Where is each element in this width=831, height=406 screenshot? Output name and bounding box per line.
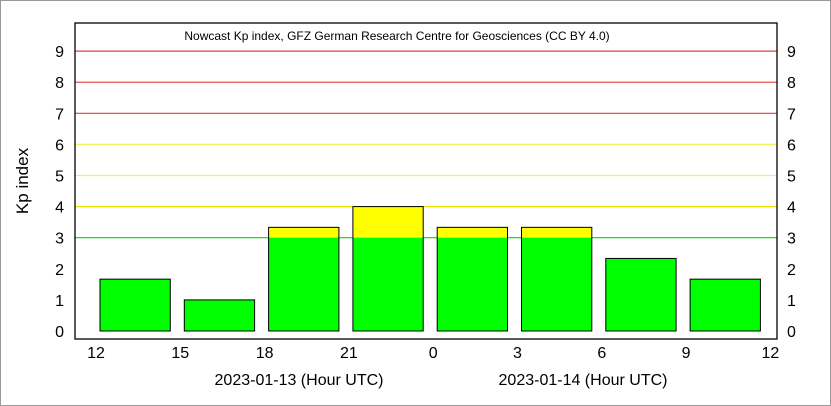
bar-4 xyxy=(436,226,509,332)
bar-outline xyxy=(99,278,171,332)
y-tick-label-right: 5 xyxy=(787,169,796,186)
y-tick-label-left: 0 xyxy=(55,324,64,341)
y-tick-label-right: 8 xyxy=(787,75,796,92)
y-tick-label-left: 1 xyxy=(55,293,64,310)
y-axis-label: Kp index xyxy=(13,147,32,214)
bar-0 xyxy=(99,278,171,332)
y-tick-label-left: 7 xyxy=(55,106,64,123)
bar-outline xyxy=(183,299,256,332)
x-tick-label: 0 xyxy=(429,345,438,362)
x-tick-label: 12 xyxy=(87,345,105,362)
bar-6 xyxy=(605,257,677,332)
bar-segment xyxy=(184,299,255,331)
y-tick-label-right: 6 xyxy=(787,137,796,154)
gridlines xyxy=(75,50,777,239)
bar-segment xyxy=(437,237,508,331)
bar-segment xyxy=(521,237,592,331)
bar-2 xyxy=(268,226,340,332)
bar-segment xyxy=(437,227,508,238)
y-tick-label-left: 8 xyxy=(55,75,64,92)
y-tick-label-left: 6 xyxy=(55,137,64,154)
bar-outline xyxy=(521,226,593,332)
bar-segment xyxy=(268,237,339,331)
bars-layer xyxy=(99,206,761,332)
y-tick-label-right: 0 xyxy=(787,324,796,341)
x-tick-label: 21 xyxy=(340,345,358,362)
x-tick-label: 6 xyxy=(597,345,606,362)
x-tick-label: 12 xyxy=(762,345,780,362)
x-date-label-1: 2023-01-13 (Hour UTC) xyxy=(215,372,384,389)
bar-5 xyxy=(521,226,593,332)
y-tick-label-right: 9 xyxy=(787,44,796,61)
y-tick-label-right: 2 xyxy=(787,262,796,279)
y-tick-label-left: 2 xyxy=(55,262,64,279)
bar-segment xyxy=(605,258,677,331)
y-tick-label-right: 7 xyxy=(787,106,796,123)
bar-segment xyxy=(690,279,761,331)
y-tick-label-right: 3 xyxy=(787,231,796,248)
bar-7 xyxy=(689,278,761,332)
bar-outline xyxy=(605,257,677,332)
y-axis-right: 0 1 2 3 4 5 6 7 8 9 xyxy=(787,44,796,341)
bar-outline xyxy=(352,206,424,332)
x-axis: 12 15 18 21 0 3 6 9 12 xyxy=(87,345,779,362)
bar-segment xyxy=(268,227,339,238)
bar-segment xyxy=(352,206,424,238)
y-axis-left: 0 1 2 3 4 5 6 7 8 9 xyxy=(55,44,64,341)
y-tick-label-right: 1 xyxy=(787,293,796,310)
chart-title: Nowcast Kp index, GFZ German Research Ce… xyxy=(184,29,609,43)
y-tick-label-left: 5 xyxy=(55,169,64,186)
x-tick-label: 9 xyxy=(682,345,691,362)
x-tick-label: 3 xyxy=(513,345,522,362)
x-tick-label: 15 xyxy=(171,345,189,362)
bar-outline xyxy=(689,278,761,332)
bar-3 xyxy=(352,206,424,332)
x-date-label-2: 2023-01-14 (Hour UTC) xyxy=(499,372,668,389)
bar-outline xyxy=(268,226,340,332)
y-tick-label-right: 4 xyxy=(787,200,796,217)
y-tick-label-left: 4 xyxy=(55,200,64,217)
plot-area xyxy=(74,22,778,340)
bar-outline xyxy=(436,226,509,332)
y-tick-label-left: 9 xyxy=(55,44,64,61)
y-tick-label-left: 3 xyxy=(55,231,64,248)
bar-segment xyxy=(352,237,424,331)
x-tick-label: 18 xyxy=(256,345,274,362)
bar-segment xyxy=(521,227,592,238)
bar-1 xyxy=(183,299,256,332)
bar-segment xyxy=(100,279,171,331)
